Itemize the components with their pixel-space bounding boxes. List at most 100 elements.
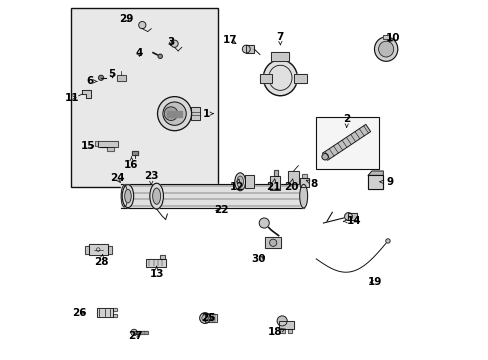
Text: 2: 2 — [343, 114, 349, 127]
Bar — [244, 175, 253, 188]
Bar — [259, 74, 271, 83]
Bar — [270, 176, 280, 190]
Bar — [204, 315, 216, 321]
Bar — [167, 111, 182, 117]
Text: 17: 17 — [223, 35, 237, 45]
Bar — [117, 75, 126, 81]
Ellipse shape — [122, 185, 133, 208]
Bar — [259, 74, 271, 83]
Bar — [300, 178, 308, 187]
Ellipse shape — [139, 22, 145, 29]
Ellipse shape — [149, 183, 163, 209]
Bar — [367, 175, 383, 189]
Ellipse shape — [152, 188, 160, 204]
Bar — [98, 140, 118, 147]
Text: 7: 7 — [276, 32, 284, 45]
Polygon shape — [132, 332, 135, 335]
Polygon shape — [132, 330, 135, 332]
Bar — [301, 174, 306, 178]
Text: 28: 28 — [94, 254, 108, 267]
Bar — [113, 309, 117, 311]
Circle shape — [158, 54, 162, 58]
Text: 5: 5 — [108, 69, 115, 79]
Ellipse shape — [374, 37, 397, 61]
Text: 1: 1 — [203, 109, 213, 119]
Ellipse shape — [299, 184, 307, 208]
Bar — [348, 213, 357, 220]
Text: 19: 19 — [367, 277, 382, 287]
Ellipse shape — [385, 239, 389, 243]
Bar — [204, 315, 216, 321]
Polygon shape — [367, 171, 383, 175]
Bar — [316, 117, 378, 169]
Ellipse shape — [321, 153, 328, 160]
Bar — [113, 314, 117, 317]
Ellipse shape — [242, 45, 250, 53]
Bar — [98, 140, 118, 147]
Bar — [382, 35, 389, 39]
Bar — [280, 329, 284, 333]
Ellipse shape — [164, 107, 178, 121]
Bar — [271, 51, 289, 60]
Bar — [271, 51, 289, 60]
Ellipse shape — [378, 41, 393, 57]
Ellipse shape — [199, 313, 210, 323]
Bar — [278, 321, 293, 329]
Bar — [265, 237, 281, 248]
Bar — [113, 309, 117, 311]
Text: 21: 21 — [265, 179, 280, 192]
Text: 24: 24 — [110, 173, 124, 183]
Bar — [145, 259, 165, 267]
Text: 23: 23 — [144, 171, 158, 185]
Text: 6: 6 — [86, 76, 97, 86]
Text: 25: 25 — [201, 313, 215, 323]
Bar — [246, 45, 254, 53]
Circle shape — [99, 75, 103, 80]
Ellipse shape — [171, 40, 178, 47]
Bar — [70, 8, 217, 187]
Bar — [160, 255, 164, 259]
Bar — [94, 141, 98, 146]
Bar — [273, 170, 278, 176]
Bar — [145, 259, 165, 267]
Bar — [293, 74, 306, 83]
Text: 20: 20 — [284, 179, 298, 192]
Text: 10: 10 — [386, 33, 400, 43]
Bar — [108, 246, 112, 253]
Text: 8: 8 — [305, 179, 317, 189]
Bar — [270, 176, 280, 190]
Text: 13: 13 — [149, 266, 163, 279]
Polygon shape — [131, 332, 134, 335]
Bar — [287, 329, 291, 333]
Bar — [97, 308, 113, 317]
Ellipse shape — [234, 173, 245, 191]
Bar — [382, 35, 389, 39]
Bar — [287, 171, 298, 184]
Polygon shape — [322, 125, 370, 160]
Bar — [85, 246, 88, 253]
Ellipse shape — [263, 60, 297, 96]
Ellipse shape — [157, 96, 191, 131]
Bar — [265, 237, 281, 248]
Ellipse shape — [344, 213, 352, 221]
Text: 29: 29 — [119, 14, 133, 24]
Ellipse shape — [237, 176, 243, 188]
Ellipse shape — [277, 316, 286, 326]
Bar — [287, 329, 291, 333]
Polygon shape — [131, 330, 134, 332]
Bar — [88, 244, 108, 255]
Bar — [301, 174, 306, 178]
Bar — [134, 331, 147, 334]
Bar — [287, 171, 298, 184]
Text: 27: 27 — [127, 331, 142, 341]
Bar — [94, 141, 98, 146]
Bar — [190, 107, 199, 120]
Text: 14: 14 — [343, 216, 361, 226]
Text: 11: 11 — [65, 93, 80, 103]
Bar — [273, 170, 278, 176]
Text: 16: 16 — [124, 157, 139, 170]
Bar — [131, 150, 138, 155]
Ellipse shape — [202, 315, 208, 321]
Bar — [108, 246, 112, 253]
Bar — [131, 150, 138, 155]
